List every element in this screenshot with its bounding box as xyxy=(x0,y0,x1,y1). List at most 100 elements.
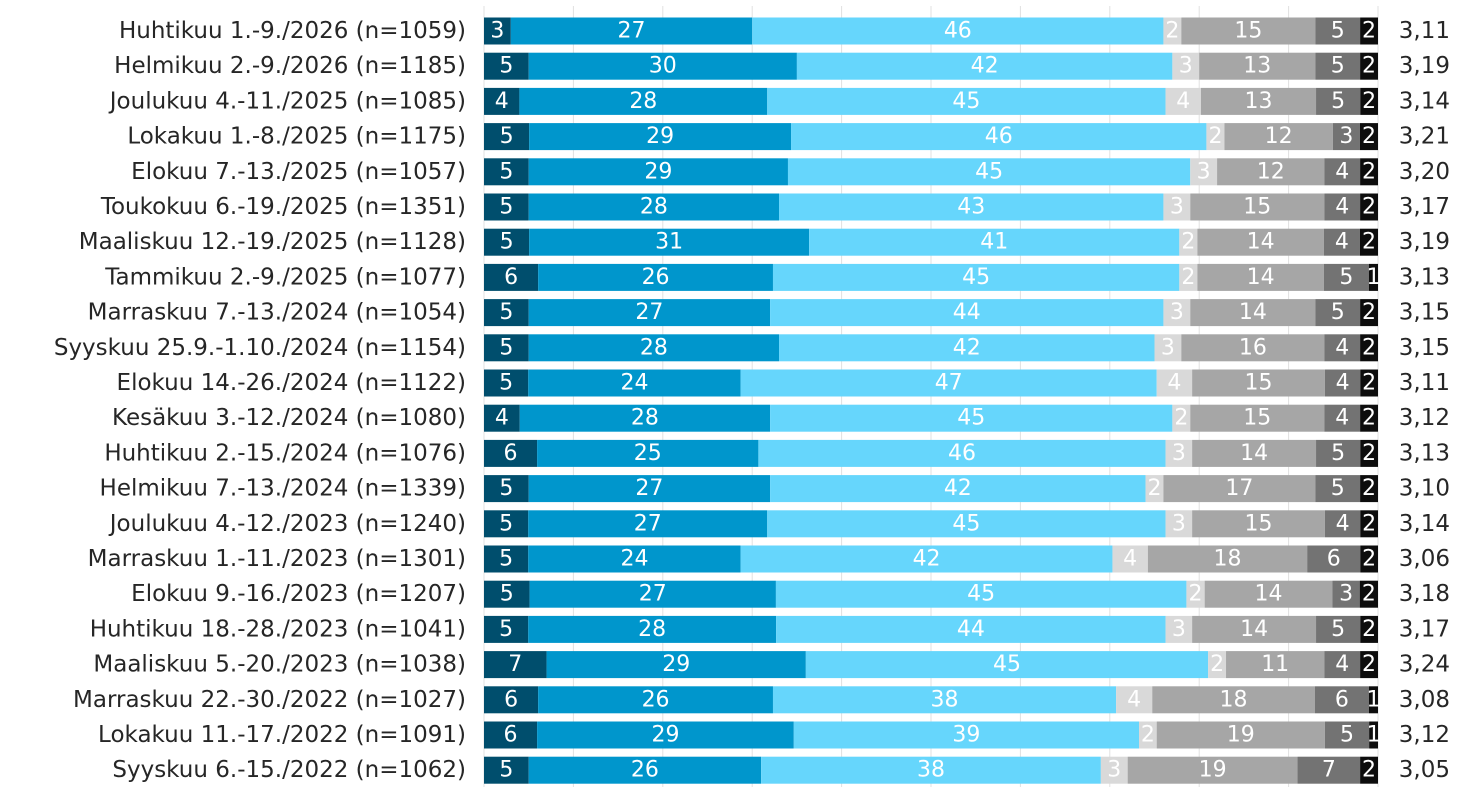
data-label: 45 xyxy=(967,582,995,607)
category-label: Helmikuu 7.-13./2024 (n=1339) xyxy=(100,476,466,502)
mean-value: 3,19 xyxy=(1399,53,1450,79)
mean-value: 3,24 xyxy=(1399,652,1450,678)
category-labels: Huhtikuu 1.-9./2026 (n=1059) Helmikuu 2.-… xyxy=(54,18,466,783)
data-label: 45 xyxy=(975,159,1003,184)
data-label: 3 xyxy=(1339,582,1353,607)
bar-segment xyxy=(1332,580,1360,608)
data-label: 13 xyxy=(1243,54,1271,79)
data-label: 2 xyxy=(1165,19,1179,44)
category-label: Elokuu 7.-13./2025 (n=1057) xyxy=(131,159,466,185)
category-label: Huhtikuu 2.-15./2024 (n=1076) xyxy=(104,440,466,466)
data-label: 28 xyxy=(631,406,659,431)
bar-segment xyxy=(1324,651,1361,679)
bar-segment xyxy=(1324,369,1361,397)
bar-segment xyxy=(1369,721,1378,749)
mean-value: 3,12 xyxy=(1399,722,1450,748)
data-label: 24 xyxy=(620,371,648,396)
data-label: 26 xyxy=(631,758,659,783)
bar-segment xyxy=(528,299,771,327)
bar-segment xyxy=(1314,686,1369,714)
bar-segment xyxy=(1181,17,1316,45)
bar-segment xyxy=(528,52,797,80)
bar-segment xyxy=(484,651,547,679)
bar-segment xyxy=(1190,404,1325,432)
bar-segment xyxy=(1163,17,1182,45)
bar-segment xyxy=(528,193,780,221)
bar-segment xyxy=(1360,158,1378,186)
data-label: 5 xyxy=(1331,19,1345,44)
category-label: Joulukuu 4.-11./2025 (n=1085) xyxy=(108,88,466,114)
category-label: Maaliskuu 5.-20./2023 (n=1038) xyxy=(93,652,466,678)
bar-segment xyxy=(1145,475,1164,503)
data-label: 4 xyxy=(1123,547,1137,572)
bar-segment xyxy=(1156,369,1193,397)
data-label: 2 xyxy=(1148,476,1162,501)
bar-segment xyxy=(1360,17,1378,45)
bar-segment xyxy=(779,334,1155,362)
bar-segment xyxy=(484,17,511,45)
data-label: 5 xyxy=(500,582,514,607)
data-label: 3 xyxy=(1339,124,1353,149)
data-label: 5 xyxy=(500,230,514,255)
data-label: 3 xyxy=(1179,54,1193,79)
bar-segment xyxy=(1360,510,1378,538)
bar-segment xyxy=(529,228,810,256)
data-label: 2 xyxy=(1362,230,1376,255)
mean-value: 3,14 xyxy=(1399,511,1450,537)
bar-segment xyxy=(1200,87,1317,115)
data-label: 2 xyxy=(1362,652,1376,677)
bar-segment xyxy=(1315,475,1361,503)
data-label: 2 xyxy=(1141,723,1155,748)
bar-segment xyxy=(776,615,1166,643)
data-label: 5 xyxy=(1331,89,1345,114)
mean-value: 3,13 xyxy=(1399,440,1450,466)
bar-segment xyxy=(1217,158,1325,186)
bar-segment xyxy=(1192,615,1317,643)
data-label: 3 xyxy=(1172,441,1186,466)
data-label: 5 xyxy=(499,547,513,572)
data-label: 4 xyxy=(1335,159,1349,184)
bar-segment xyxy=(484,545,529,573)
data-label: 31 xyxy=(655,230,683,255)
bar-segment xyxy=(529,580,776,608)
data-label: 1 xyxy=(1367,723,1381,748)
bar-segment xyxy=(1359,228,1378,256)
bar-segment xyxy=(537,721,794,749)
bar-segment xyxy=(1199,52,1316,80)
category-label: Marraskuu 1.-11./2023 (n=1301) xyxy=(88,546,466,572)
data-label: 44 xyxy=(953,300,981,325)
data-label: 4 xyxy=(1335,195,1349,220)
data-label: 3 xyxy=(1172,617,1186,642)
bar-segment xyxy=(1360,545,1378,573)
bar-segment xyxy=(1360,756,1378,784)
bar-segment xyxy=(1163,475,1316,503)
data-label: 4 xyxy=(1335,406,1349,431)
bar-segment xyxy=(1360,369,1378,397)
data-label: 5 xyxy=(499,476,513,501)
data-label: 45 xyxy=(957,406,985,431)
bar-segment xyxy=(758,439,1166,467)
bar-segment xyxy=(791,123,1207,151)
data-label: 5 xyxy=(499,195,513,220)
bar-segment xyxy=(538,686,773,714)
data-label: 27 xyxy=(635,300,663,325)
bar-segment xyxy=(1179,228,1198,256)
mean-value: 3,11 xyxy=(1399,370,1450,396)
bar-segment xyxy=(793,721,1140,749)
data-label: 2 xyxy=(1174,406,1188,431)
bar-segment xyxy=(1323,263,1369,291)
category-label: Tammikuu 2.-9./2025 (n=1077) xyxy=(104,264,466,290)
category-label: Maaliskuu 12.-19./2025 (n=1128) xyxy=(79,229,466,255)
bar-segment xyxy=(1165,510,1193,538)
mean-values: 3,11 3,19 3,14 3,21 3,20 3,17 3,19 3,13 3,15 3,15… xyxy=(1399,18,1450,783)
data-label: 6 xyxy=(1327,547,1341,572)
bar-segment xyxy=(1224,123,1333,151)
data-label: 14 xyxy=(1239,300,1267,325)
mean-value: 3,17 xyxy=(1399,194,1450,220)
data-label: 44 xyxy=(957,617,985,642)
data-label: 3 xyxy=(1107,758,1121,783)
data-label: 42 xyxy=(913,547,941,572)
data-label: 2 xyxy=(1362,300,1376,325)
bar-segment xyxy=(528,334,780,362)
data-label: 2 xyxy=(1362,19,1376,44)
